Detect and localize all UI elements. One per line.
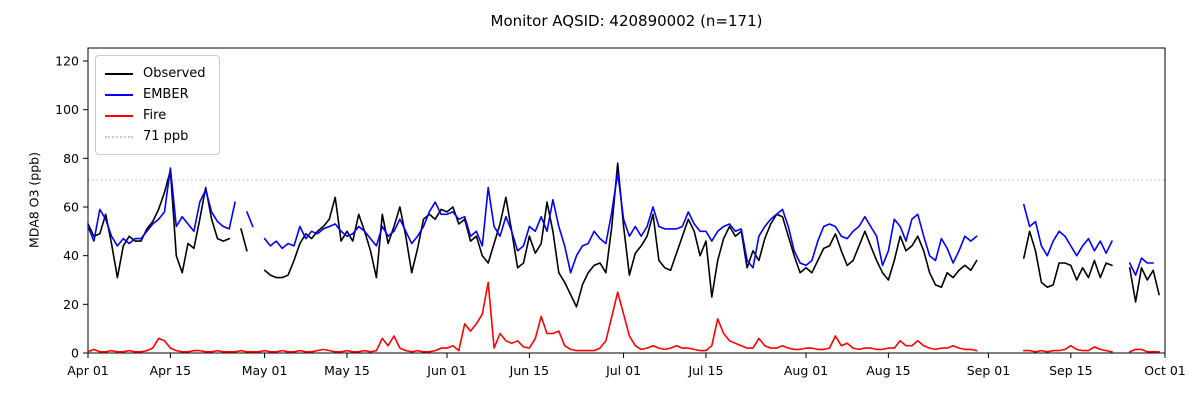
x-tick-label: Apr 15: [150, 363, 192, 378]
y-tick-label: 60: [63, 200, 79, 215]
y-tick-label: 80: [63, 151, 79, 166]
legend-label: EMBER: [143, 87, 189, 102]
series-observed-line: [87, 162, 1160, 308]
chart-title: Monitor AQSID: 420890002 (n=171): [490, 12, 763, 30]
legend-item-fire: Fire: [105, 105, 213, 126]
x-tick-label: Jun 15: [509, 363, 549, 378]
y-tick-label: 0: [71, 346, 79, 361]
legend-item-ember: EMBER: [105, 84, 213, 105]
legend: Observed EMBER Fire 71 ppb: [95, 55, 220, 155]
legend-item-71-ppb: 71 ppb: [105, 126, 213, 147]
x-tick-label: May 15: [324, 363, 370, 378]
legend-swatch-observed: [105, 72, 133, 75]
y-tick-label: 40: [63, 248, 79, 263]
x-tick-label: Apr 01: [67, 363, 109, 378]
legend-swatch-71-ppb: [105, 135, 133, 138]
x-tick-label: Aug 01: [784, 363, 828, 378]
x-tick-label: Sep 15: [1049, 363, 1092, 378]
x-tick-label: Sep 01: [967, 363, 1010, 378]
x-tick-label: Aug 15: [866, 363, 910, 378]
series-ember-line: [87, 167, 1154, 276]
x-tick-label: Jul 01: [605, 363, 641, 378]
legend-label: Observed: [143, 66, 206, 81]
legend-item-observed: Observed: [105, 63, 213, 84]
x-tick-label: Jul 15: [687, 363, 723, 378]
legend-swatch-ember: [105, 93, 133, 96]
legend-label: Fire: [143, 108, 167, 123]
legend-swatch-fire: [105, 114, 133, 117]
x-tick-label: May 01: [242, 363, 288, 378]
x-tick-label: Oct 01: [1144, 363, 1186, 378]
y-tick-label: 100: [55, 102, 79, 117]
axes-frame: [87, 47, 1166, 354]
x-tick-label: Jun 01: [426, 363, 466, 378]
y-tick-label: 20: [63, 297, 79, 312]
y-tick-label: 120: [55, 54, 79, 69]
series-fire-line: [87, 281, 1160, 353]
legend-label: 71 ppb: [143, 129, 189, 144]
